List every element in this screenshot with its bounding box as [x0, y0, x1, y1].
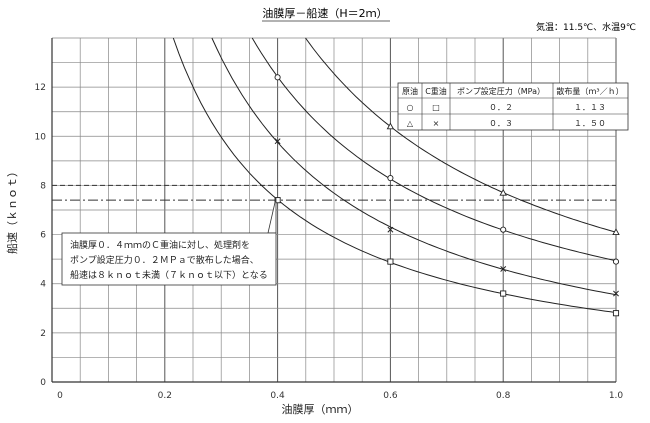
legend-row2-pressure: ０．３: [489, 119, 513, 128]
legend-table: 原油 C重油 ポンプ設定圧力（MPa） 散布量（ｍ³／ｈ） ○ □ ０．２ １．…: [397, 82, 629, 131]
legend-row1-c-heavy: □: [432, 103, 440, 112]
data-point-series-1: [612, 258, 620, 265]
x-tick-label: 0.8: [496, 391, 511, 401]
legend-row2-c-heavy: ×: [433, 119, 440, 128]
legend-row2-rate: １．５０: [574, 119, 606, 128]
legend-row1-crude: ○: [407, 103, 414, 112]
legend-header-pressure: ポンプ設定圧力（MPa）: [457, 86, 545, 96]
data-point-series-1: [387, 175, 394, 182]
series-curve-1: [251, 37, 617, 262]
data-point-series-2: [500, 290, 507, 297]
series-curve-3: [305, 37, 617, 233]
annotation-line-2: ポンプ設定圧力０．２ＭＰａで散布した場合、: [70, 254, 259, 266]
x-tick-label: 1.0: [609, 391, 624, 401]
x-axis-label: 油膜厚（ｍｍ）: [282, 402, 359, 416]
chart-title: 油膜厚－船速（H＝2ｍ）: [262, 6, 387, 20]
series-markers: [274, 74, 620, 317]
series-curves: [172, 37, 617, 314]
series-curve-4: [211, 37, 617, 296]
y-tick-label: 6: [40, 231, 46, 241]
conditions-text: 気温：11.5℃、水温9℃: [536, 21, 636, 33]
data-point-series-2: [387, 258, 394, 265]
data-point-series-4: [387, 226, 394, 233]
data-point-series-3: [612, 228, 620, 235]
data-point-series-2: [274, 197, 281, 204]
data-point-series-4: [274, 138, 281, 145]
annotation-line-3: 船速は８ｋｎｏｔ未満（７ｋｎｏｔ以下）となる: [70, 269, 268, 281]
legend-row1-rate: １．１３: [574, 103, 606, 112]
data-point-series-1: [500, 226, 507, 233]
legend-header-rate: 散布量（ｍ³／ｈ）: [556, 86, 623, 96]
y-tick-label: 8: [40, 181, 46, 191]
y-tick-label: 10: [35, 132, 47, 142]
y-tick-label: 0: [40, 378, 46, 388]
legend-header-c-heavy: C重油: [425, 86, 447, 96]
y-tick-labels: 0 2 4 6 8 10 12: [35, 83, 47, 388]
x-tick-label: 0.2: [158, 391, 172, 401]
y-axis-label: 船速（ｋｎｏｔ）: [5, 166, 19, 254]
legend-row1-pressure: ０．２: [489, 103, 513, 112]
y-tick-label: 12: [35, 83, 46, 93]
x-tick-label: 0.6: [383, 391, 398, 401]
data-point-series-4: [500, 266, 507, 272]
data-point-series-1: [274, 74, 281, 81]
data-point-series-2: [612, 310, 620, 317]
y-tick-label: 4: [40, 280, 46, 290]
annotation-line-1: 油膜厚０．４ｍｍのＣ重油に対し、処理剤を: [70, 239, 250, 251]
data-point-series-3: [386, 122, 395, 130]
x-tick-labels: 0 0.2 0.4 0.6 0.8 1.0: [57, 391, 623, 401]
data-point-series-4: [613, 290, 619, 297]
grid: [51, 37, 617, 383]
legend-row2-crude: △: [407, 119, 414, 128]
series-curve-2: [172, 37, 617, 314]
annotation-callout: 油膜厚０．４ｍｍのＣ重油に対し、処理剤を ポンプ設定圧力０．２ＭＰａで散布した場…: [61, 197, 277, 286]
x-tick-label: 0.4: [270, 391, 285, 401]
y-tick-label: 2: [40, 329, 46, 339]
legend-header-crude: 原油: [402, 86, 418, 96]
data-point-series-3: [499, 188, 507, 196]
x-tick-label: 0: [57, 391, 63, 401]
